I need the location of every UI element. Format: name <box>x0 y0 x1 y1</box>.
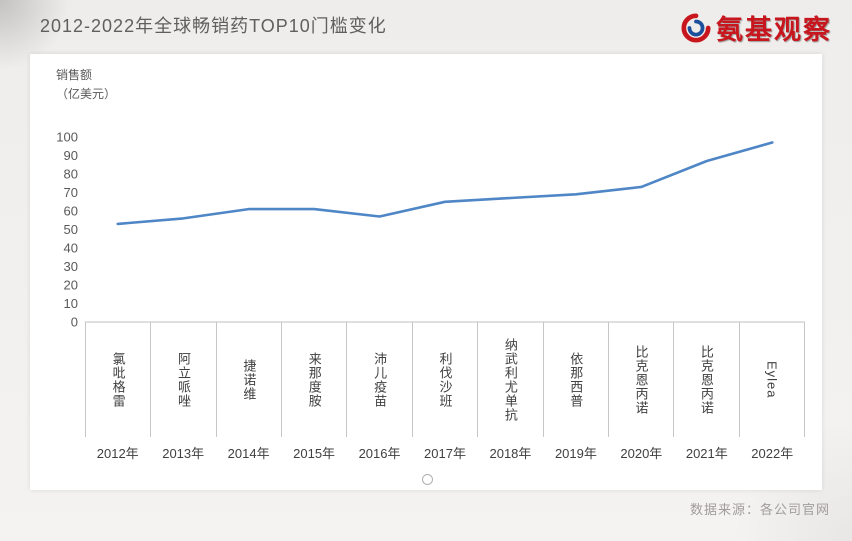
year-label: 2017年 <box>424 445 466 461</box>
drug-name-cell: 比克恩丙诺 <box>607 322 673 437</box>
y-axis-tick-label: 60 <box>64 204 78 219</box>
year-label: 2022年 <box>751 445 794 461</box>
year-label: 2019年 <box>554 445 597 461</box>
year-label: 2015年 <box>293 445 336 461</box>
y-axis-tick-label: 40 <box>64 241 78 256</box>
y-axis-title-line2: （亿美元） <box>56 87 117 102</box>
drug-name-cell: 阿立哌唑 <box>150 322 215 437</box>
y-axis-title: 销售额 （亿美元） <box>56 66 116 104</box>
brand-logo-text: 氨基观察 <box>716 15 832 45</box>
x-axis-year-labels: 2012年 2013年 2014年 2015年 2016年 2017年 2018年 2019年… <box>85 439 805 465</box>
drug-name-cell: 捷诺维 <box>215 322 281 437</box>
drug-name-label: 纳武利尤单抗 <box>502 337 518 422</box>
y-axis-tick-label: 70 <box>64 185 78 200</box>
year-label: 2012年 <box>96 445 139 461</box>
y-axis-title-line1: 销售额 <box>56 68 93 82</box>
drug-name-label: 依那西普 <box>568 351 584 408</box>
sales-threshold-line-series <box>116 141 774 226</box>
year-label: 2016年 <box>358 445 401 461</box>
source-note: 数据来源：各公司官网 <box>689 502 830 517</box>
y-axis-tick-label: 50 <box>64 222 78 237</box>
y-axis-tick-label: 10 <box>64 296 78 311</box>
drug-name-cell: 沛儿疫苗 <box>346 322 411 437</box>
year-label: 2013年 <box>162 445 205 461</box>
header: 2012-2022年全球畅销药TOP10门槛变化 氨基观察 <box>0 0 852 48</box>
drug-name-label: Eylea <box>764 360 780 399</box>
drug-name-label: 沛儿疫苗 <box>372 351 388 408</box>
year-label: 2018年 <box>489 445 532 461</box>
drug-name-cell: 纳武利尤单抗 <box>477 322 542 437</box>
year-label: 2020年 <box>620 445 663 461</box>
drug-name-label: 比克恩丙诺 <box>633 344 649 415</box>
brand-logo-icon <box>681 12 711 43</box>
y-axis-tick-label: 30 <box>64 259 78 274</box>
y-axis-tick-label: 80 <box>64 167 78 182</box>
brand-logo: 氨基观察 <box>681 8 832 47</box>
x-axis-drug-names: 氯吡格雷 阿立哌唑 捷诺维 来那度胺 沛儿疫苗 利伐沙班 纳武利尤单抗 依那西普 比克恩丙诺 比克… <box>85 322 805 437</box>
drug-name-label: 比克恩丙诺 <box>698 344 714 415</box>
drug-name-cell: 比克恩丙诺 <box>673 322 738 437</box>
y-axis-tick-label: 20 <box>64 278 78 293</box>
year-label: 2014年 <box>227 445 270 461</box>
y-axis-tick-label: 0 <box>71 315 78 330</box>
drug-name-label: 氯吡格雷 <box>110 351 126 408</box>
drug-name-cell: 来那度胺 <box>281 322 346 437</box>
chart-card: 销售额 （亿美元） 0 10 20 30 40 50 60 70 80 90 100 氯吡格雷 阿立哌… <box>30 54 822 490</box>
line-chart-plot: 0 10 20 30 40 50 60 70 80 90 100 <box>56 130 805 330</box>
year-label: 2021年 <box>685 445 728 461</box>
drug-name-label: 阿立哌唑 <box>176 351 192 408</box>
drug-name-cell: 氯吡格雷 <box>85 322 150 437</box>
drug-name-label: 捷诺维 <box>241 358 257 401</box>
drug-name-cell: 利伐沙班 <box>411 322 477 437</box>
drug-name-cell: Eylea <box>738 322 805 437</box>
y-axis-tick-label: 100 <box>56 130 78 145</box>
page-title: 2012-2022年全球畅销药TOP10门槛变化 <box>40 16 387 36</box>
drug-name-label: 利伐沙班 <box>437 351 453 408</box>
decorative-circle-icon <box>422 474 433 485</box>
drug-name-cell: 依那西普 <box>542 322 608 437</box>
drug-name-label: 来那度胺 <box>306 351 322 408</box>
y-axis-tick-label: 90 <box>64 148 78 163</box>
